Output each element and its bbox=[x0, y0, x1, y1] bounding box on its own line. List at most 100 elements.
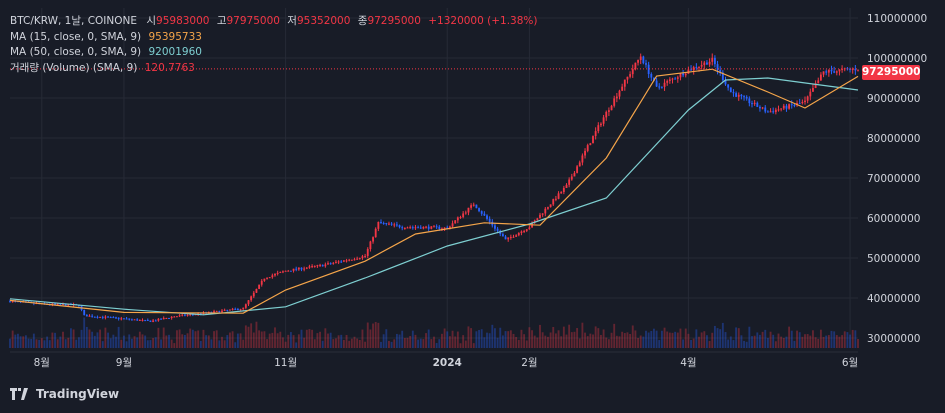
volume-bar bbox=[409, 335, 412, 348]
volume-bar bbox=[104, 327, 107, 348]
indicator-ma50[interactable]: MA (50, close, 0, SMA, 9) 92001960 bbox=[10, 45, 537, 61]
volume-bar bbox=[666, 331, 669, 348]
candle-body bbox=[173, 316, 176, 318]
volume-bar bbox=[626, 332, 629, 348]
candle-body bbox=[350, 259, 353, 261]
candle-body bbox=[740, 94, 743, 97]
volume-bar bbox=[377, 322, 380, 348]
candle-body bbox=[165, 317, 168, 319]
volume-bar bbox=[162, 327, 165, 348]
tradingview-logo-icon bbox=[10, 388, 28, 400]
candle-body bbox=[607, 110, 610, 112]
volume-bar bbox=[854, 330, 857, 348]
volume-bar bbox=[115, 336, 117, 348]
candle-body bbox=[769, 111, 772, 113]
volume-bar bbox=[136, 337, 139, 348]
volume-bar bbox=[766, 337, 769, 348]
symbol-label[interactable]: BTC/KRW, 1날, COINONE bbox=[10, 15, 138, 27]
candle-body bbox=[464, 212, 467, 214]
volume-bar bbox=[138, 331, 141, 348]
volume-bar bbox=[812, 330, 814, 348]
volume-bar bbox=[54, 332, 56, 348]
volume-bar bbox=[496, 337, 499, 348]
candle-body bbox=[276, 272, 279, 274]
candle-body bbox=[788, 104, 791, 109]
candle-body bbox=[668, 79, 671, 81]
candle-body bbox=[327, 263, 329, 265]
candle-body bbox=[401, 227, 404, 229]
candle-body bbox=[790, 104, 793, 106]
volume-bar bbox=[128, 334, 131, 348]
volume-bar bbox=[790, 330, 793, 348]
volume-bar bbox=[509, 330, 512, 348]
candle-body bbox=[621, 86, 624, 91]
candle-body bbox=[682, 73, 685, 76]
volume-bar bbox=[303, 337, 306, 348]
candle-body bbox=[446, 227, 449, 229]
volume-bar bbox=[475, 331, 478, 348]
candle-body bbox=[109, 317, 112, 319]
volume-bar bbox=[268, 333, 271, 348]
volume-bar bbox=[279, 331, 282, 348]
volume-bar bbox=[671, 332, 674, 348]
candle-body bbox=[54, 303, 56, 305]
candle-body bbox=[578, 162, 581, 167]
candle-body bbox=[120, 318, 123, 320]
candle-body bbox=[536, 218, 539, 221]
volume-bar bbox=[48, 340, 51, 348]
volume-bar bbox=[289, 332, 292, 348]
volume-bar bbox=[737, 328, 740, 348]
last-price-badge: 97295000 bbox=[862, 65, 921, 80]
volume-bar bbox=[462, 335, 465, 348]
volume-bar bbox=[554, 333, 557, 348]
candle-body bbox=[454, 220, 457, 224]
volume-bar bbox=[252, 332, 255, 348]
volume-bar bbox=[335, 338, 337, 348]
volume-bar bbox=[183, 334, 186, 348]
volume-bar bbox=[729, 336, 732, 348]
candle-body bbox=[462, 213, 465, 218]
candle-body bbox=[774, 109, 777, 113]
candle-body bbox=[812, 88, 814, 92]
volume-bar bbox=[11, 330, 14, 348]
candle-body bbox=[260, 280, 263, 285]
volume-bar bbox=[305, 329, 308, 348]
volume-bar bbox=[130, 338, 133, 348]
volume-bar bbox=[814, 337, 817, 348]
candle-body bbox=[85, 314, 88, 317]
volume-bar bbox=[46, 336, 49, 348]
volume-bar bbox=[597, 328, 600, 348]
volume-bar bbox=[539, 324, 541, 348]
candle-body bbox=[295, 268, 298, 270]
volume-bar bbox=[645, 330, 647, 348]
candle-body bbox=[247, 300, 250, 305]
candle-body bbox=[817, 80, 820, 84]
volume-bar bbox=[674, 331, 677, 348]
candle-body bbox=[433, 226, 435, 228]
volume-bar bbox=[745, 341, 748, 348]
volume-bar bbox=[777, 333, 780, 348]
volume-bar bbox=[772, 334, 775, 348]
candle-body bbox=[181, 314, 184, 316]
x-tick-label: 8월 bbox=[34, 357, 50, 369]
candle-body bbox=[380, 222, 382, 224]
volume-bar bbox=[205, 335, 208, 348]
indicator-label: 거래량 (Volume) (SMA, 9) bbox=[10, 61, 138, 74]
candle-body bbox=[610, 105, 613, 111]
volume-bar bbox=[438, 339, 441, 348]
candle-body bbox=[329, 263, 332, 265]
indicator-volume[interactable]: 거래량 (Volume) (SMA, 9) 120.7763 bbox=[10, 61, 537, 77]
candle-body bbox=[594, 131, 597, 137]
candle-body bbox=[231, 308, 234, 310]
y-tick-label: 70000000 bbox=[867, 173, 920, 185]
close-label: 종 bbox=[357, 15, 368, 27]
tradingview-brand[interactable]: TradingView bbox=[10, 387, 119, 401]
candle-body bbox=[565, 184, 568, 188]
volume-bar bbox=[547, 336, 549, 348]
indicator-ma15[interactable]: MA (15, close, 0, SMA, 9) 95395733 bbox=[10, 30, 537, 46]
candle-body bbox=[623, 79, 626, 87]
candle-body bbox=[319, 264, 321, 266]
low-value: 95352000 bbox=[296, 15, 351, 27]
